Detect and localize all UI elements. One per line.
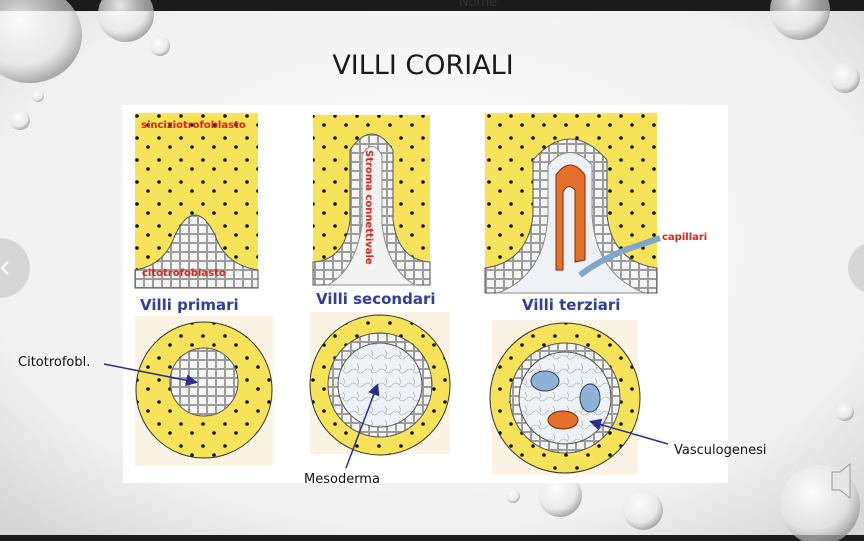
caption: Villi primari [140, 296, 239, 314]
top-bar [0, 0, 864, 11]
tertiary-stroma [497, 152, 646, 294]
vessel [530, 370, 560, 392]
arrow [103, 363, 198, 387]
caption: Villi terziari [522, 296, 620, 314]
vessel [547, 410, 579, 430]
primary-dome [134, 214, 259, 289]
capillary [555, 164, 586, 271]
top-label: Nome [459, 0, 497, 10]
prev-button[interactable] [0, 238, 30, 298]
arrow [345, 383, 380, 469]
slide-title: VILLI CORIALI [332, 50, 513, 81]
annotation: Vasculogenesi [674, 443, 766, 458]
inner-label: citotrofoblasto [142, 268, 226, 279]
bottom-bar [0, 535, 864, 541]
annotation: Mesoderma [304, 472, 380, 487]
prev-icon [0, 261, 9, 275]
inner-label: Stroma connettivale [363, 150, 374, 265]
next-button[interactable] [848, 242, 864, 294]
arrow [589, 418, 669, 445]
annotation: Citotrofobl. [18, 355, 90, 370]
inner-label: capillari [662, 232, 707, 243]
inner-label: sinciziotrofoblasto [141, 120, 246, 131]
caption: Villi secondari [316, 290, 436, 308]
secondary-core [337, 342, 423, 428]
secondary-stroma [326, 146, 417, 286]
capillary-vessel [578, 235, 661, 278]
vessel [579, 383, 601, 413]
primary-core [169, 347, 239, 417]
audio-icon[interactable] [831, 462, 851, 500]
